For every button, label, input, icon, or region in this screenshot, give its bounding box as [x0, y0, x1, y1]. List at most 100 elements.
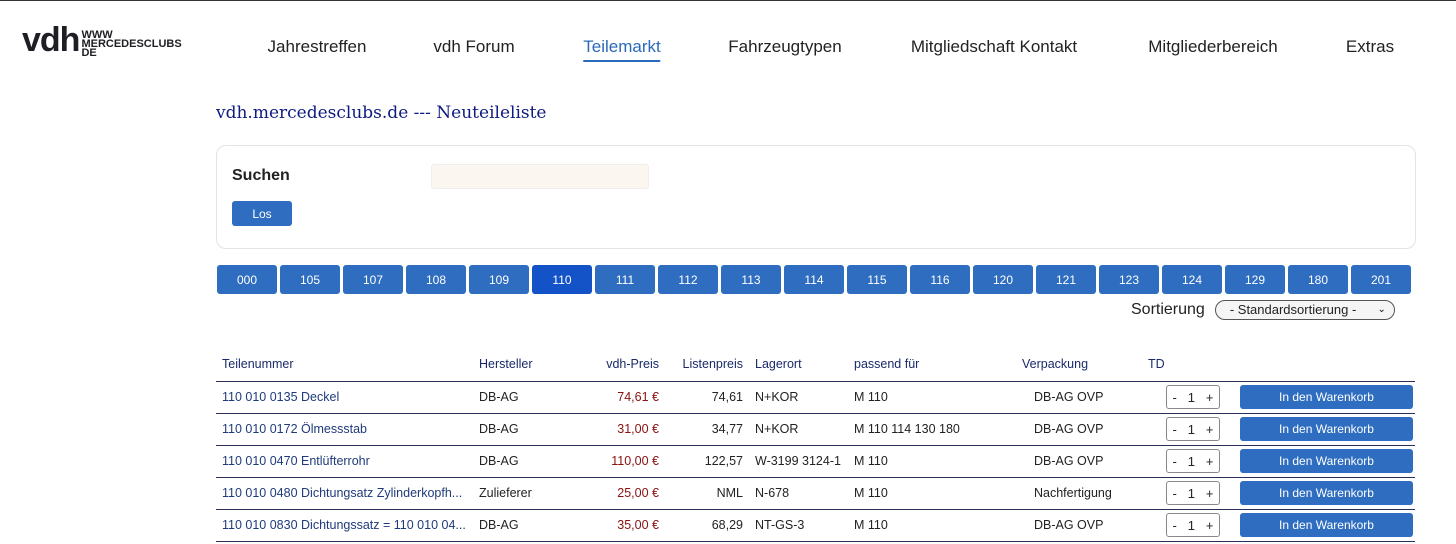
tab-110[interactable]: 110	[532, 265, 592, 294]
quantity-stepper[interactable]: -1 +	[1166, 385, 1220, 409]
quantity-value[interactable]: 1	[1187, 485, 1195, 501]
plus-button[interactable]: +	[1205, 389, 1214, 405]
nav-jahrestreffen[interactable]: Jahrestreffen	[267, 37, 367, 56]
fits-for: M 110	[848, 477, 1016, 510]
tab-111[interactable]: 111	[595, 265, 655, 294]
tab-115[interactable]: 115	[847, 265, 907, 294]
tab-121[interactable]: 121	[1036, 265, 1096, 294]
part-link[interactable]: 110 010 0135 Deckel	[216, 381, 473, 414]
col-teilenummer[interactable]: Teilenummer	[216, 347, 473, 382]
table-row: 110 010 0172 Ölmessstab DB-AG 31,00 €34,77…	[216, 413, 1415, 446]
add-to-cart-button[interactable]: In den Warenkorb	[1240, 385, 1413, 409]
table-row: 110 010 0480 Dichtungsatz Zylinderkopfh.…	[216, 477, 1415, 510]
minus-button[interactable]: -	[1172, 517, 1177, 533]
packaging: Nachfertigung	[1016, 477, 1142, 510]
vdh-price: 74,61 €	[573, 381, 665, 414]
plus-button[interactable]: +	[1205, 421, 1214, 437]
minus-button[interactable]: -	[1172, 389, 1177, 405]
nav-teilemarkt[interactable]: Teilemarkt	[583, 37, 661, 62]
search-button[interactable]: Los	[232, 201, 292, 226]
tab-000[interactable]: 000	[217, 265, 277, 294]
col-hersteller[interactable]: Hersteller	[473, 347, 573, 382]
minus-button[interactable]: -	[1172, 421, 1177, 437]
tab-123[interactable]: 123	[1099, 265, 1159, 294]
plus-button[interactable]: +	[1205, 485, 1214, 501]
add-to-cart-button[interactable]: In den Warenkorb	[1240, 449, 1413, 473]
quantity-value[interactable]: 1	[1187, 453, 1195, 469]
site-logo[interactable]: vdh WWW MERCEDESCLUBS DE	[22, 21, 182, 59]
quantity-value[interactable]: 1	[1187, 421, 1195, 437]
add-to-cart-button[interactable]: In den Warenkorb	[1240, 513, 1413, 537]
storage-location: N+KOR	[749, 413, 848, 446]
tab-107[interactable]: 107	[343, 265, 403, 294]
search-label: Suchen	[232, 167, 290, 184]
tab-109[interactable]: 109	[469, 265, 529, 294]
col-lagerort[interactable]: Lagerort	[749, 347, 848, 382]
manufacturer: Zulieferer	[473, 477, 573, 510]
parts-table: Teilenummer Hersteller vdh-Preis Listenp…	[216, 347, 1415, 542]
col-verpackung[interactable]: Verpackung	[1016, 347, 1142, 382]
part-link[interactable]: 110 010 0470 Entlüfterrohr	[216, 445, 473, 478]
part-link[interactable]: 110 010 0172 Ölmessstab	[216, 413, 473, 446]
sort-label: Sortierung	[1131, 301, 1205, 318]
vdh-price: 31,00 €	[573, 413, 665, 446]
table-row: 110 010 0470 Entlüfterrohr DB-AG 110,00 € 1…	[216, 445, 1415, 478]
part-link[interactable]: 110 010 0480 Dichtungsatz Zylinderkopfh.…	[216, 477, 473, 510]
quantity-value[interactable]: 1	[1187, 389, 1195, 405]
nav-fahrzeugtypen[interactable]: Fahrzeugtypen	[728, 37, 842, 56]
col-passend[interactable]: passend für	[848, 347, 1016, 382]
tab-124[interactable]: 124	[1162, 265, 1222, 294]
tab-114[interactable]: 114	[784, 265, 844, 294]
tab-108[interactable]: 108	[406, 265, 466, 294]
list-price: 34,77	[665, 413, 749, 446]
manufacturer: DB-AG	[473, 381, 573, 414]
sort-select[interactable]: - Standardsortierung - ⌄	[1214, 300, 1395, 320]
vdh-price: 110,00 €	[573, 445, 665, 478]
quantity-stepper[interactable]: -1 +	[1166, 417, 1220, 441]
quantity-stepper[interactable]: -1 +	[1166, 481, 1220, 505]
tab-113[interactable]: 113	[721, 265, 781, 294]
vdh-price: 25,00 €	[573, 477, 665, 510]
tab-129[interactable]: 129	[1225, 265, 1285, 294]
search-input[interactable]	[431, 164, 649, 189]
chevron-down-icon: ⌄	[1377, 304, 1386, 315]
quantity-stepper[interactable]: -1 +	[1166, 449, 1220, 473]
list-price: NML	[665, 477, 749, 510]
fits-for: M 110 114 130 180	[848, 413, 1016, 446]
storage-location: N-678	[749, 477, 848, 510]
storage-location: NT-GS-3	[749, 509, 848, 542]
add-to-cart-button[interactable]: In den Warenkorb	[1240, 481, 1413, 505]
tab-112[interactable]: 112	[658, 265, 718, 294]
col-listenpreis[interactable]: Listenpreis	[665, 347, 749, 382]
tab-120[interactable]: 120	[973, 265, 1033, 294]
logo-sub: WWW MERCEDESCLUBS DE	[81, 29, 182, 59]
logo-main: vdh	[22, 21, 80, 59]
vdh-price: 35,00 €	[573, 509, 665, 542]
minus-button[interactable]: -	[1172, 453, 1177, 469]
quantity-value[interactable]: 1	[1187, 517, 1195, 533]
packaging: DB-AG OVP	[1016, 445, 1142, 478]
col-vdh-preis[interactable]: vdh-Preis	[573, 347, 665, 382]
list-price: 68,29	[665, 509, 749, 542]
nav-mitgliederbereich[interactable]: Mitgliederbereich	[1148, 37, 1278, 56]
packaging: DB-AG OVP	[1016, 509, 1142, 542]
minus-button[interactable]: -	[1172, 485, 1177, 501]
tab-116[interactable]: 116	[910, 265, 970, 294]
tab-180[interactable]: 180	[1288, 265, 1348, 294]
nav-vdh-forum[interactable]: vdh Forum	[433, 37, 515, 56]
part-link[interactable]: 110 010 0830 Dichtungssatz = 110 010 04.…	[216, 509, 473, 542]
search-panel: Suchen Los	[216, 145, 1416, 249]
nav-mitgliedschaft-kontakt[interactable]: Mitgliedschaft Kontakt	[910, 37, 1078, 56]
page-title: vdh.mercedesclubs.de --- Neuteileliste	[216, 103, 547, 123]
tab-105[interactable]: 105	[280, 265, 340, 294]
manufacturer: DB-AG	[473, 445, 573, 478]
add-to-cart-button[interactable]: In den Warenkorb	[1240, 417, 1413, 441]
nav-extras[interactable]: Extras	[1345, 37, 1395, 56]
quantity-stepper[interactable]: -1 +	[1166, 513, 1220, 537]
col-td[interactable]: TD	[1142, 347, 1226, 382]
tab-201[interactable]: 201	[1351, 265, 1411, 294]
sort-control: Sortierung - Standardsortierung - ⌄	[1131, 300, 1395, 320]
plus-button[interactable]: +	[1205, 517, 1214, 533]
plus-button[interactable]: +	[1205, 453, 1214, 469]
table-row: 110 010 0830 Dichtungssatz = 110 010 04.…	[216, 509, 1415, 542]
